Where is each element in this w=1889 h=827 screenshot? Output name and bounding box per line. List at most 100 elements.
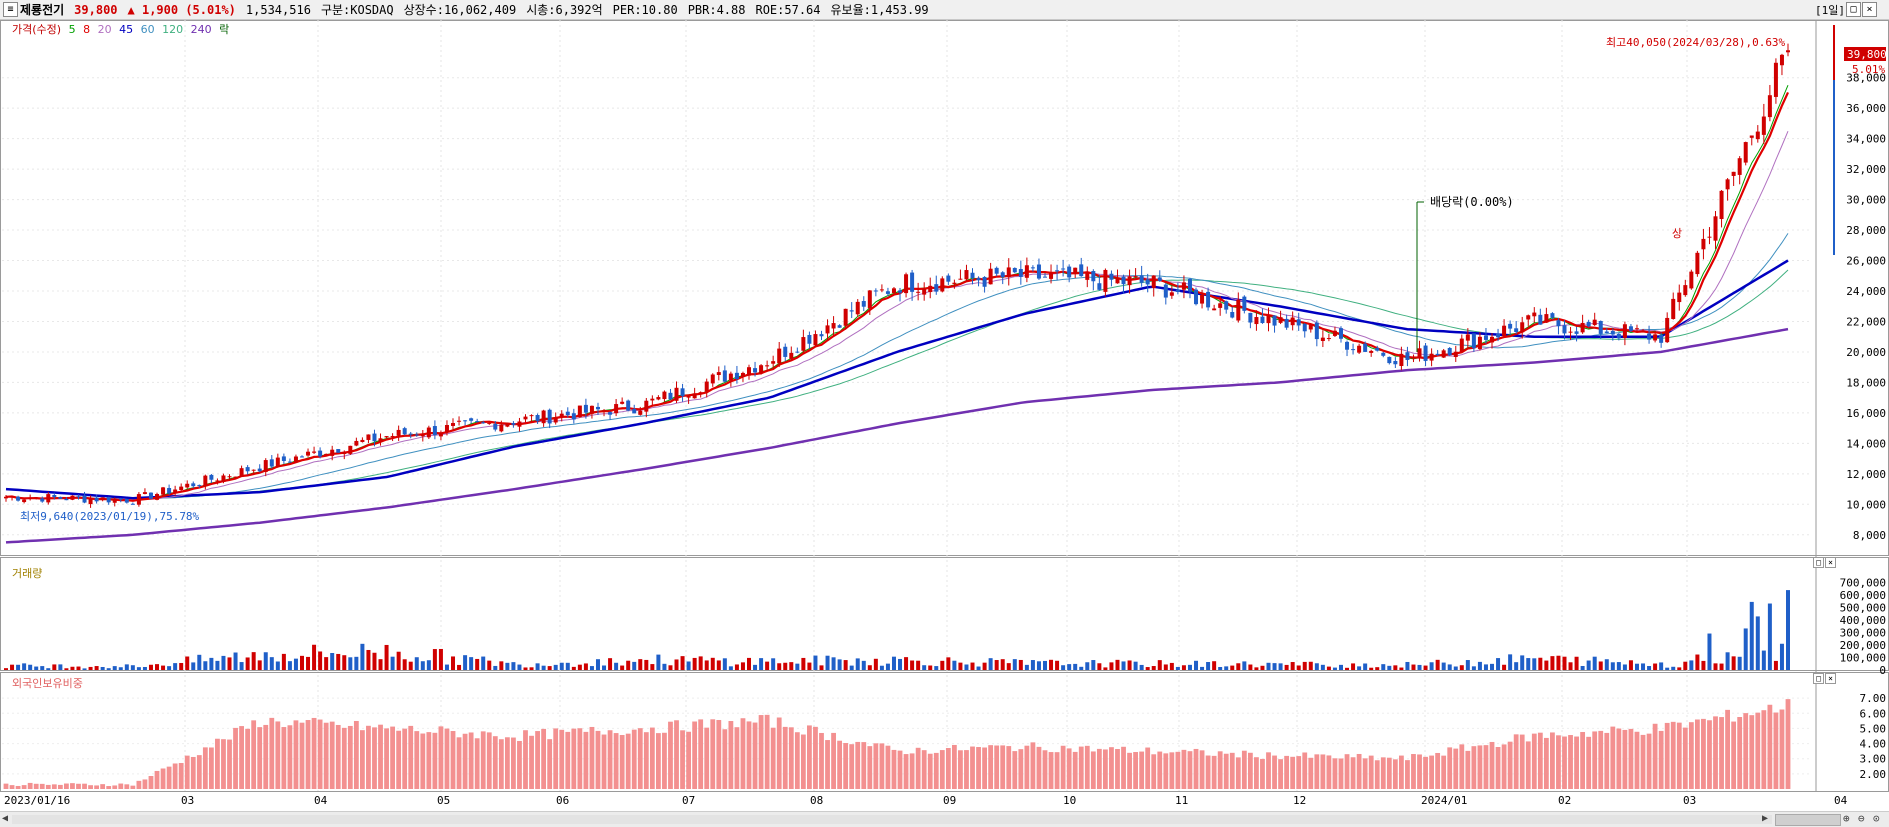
legend-ma240[interactable]: 240 (190, 23, 212, 36)
candle-body (354, 440, 359, 446)
pane-foreign-close-icon[interactable]: × (1825, 673, 1836, 684)
zoom-reset-icon[interactable]: ⊙ (1873, 812, 1880, 825)
foreign-ratio-bar (1459, 744, 1465, 789)
zoom-out-icon[interactable]: ⊖ (1858, 812, 1865, 825)
foreign-ratio-bar (698, 719, 704, 789)
volume-bar (1061, 665, 1066, 670)
candle-body (879, 289, 884, 291)
foreign-ratio-bar (450, 731, 456, 789)
volume-legend[interactable]: 거래량 (12, 567, 43, 580)
foreign-ratio-bar (281, 727, 287, 789)
chart-scrollbar[interactable]: ◀ ▶ ⊕ ⊖ ⊙ (0, 811, 1889, 827)
candle-body (650, 398, 655, 401)
foreign-ratio-bar (1501, 744, 1507, 789)
volume-bar (517, 664, 522, 670)
scroll-left-icon[interactable]: ◀ (2, 813, 9, 824)
volume-bar (831, 657, 836, 670)
legend-ma8[interactable]: 8 (83, 23, 91, 36)
foreign-ratio-bar (172, 763, 178, 789)
x-tick-label: 03 (1683, 794, 1696, 807)
pane-volume-close-icon[interactable]: × (1825, 557, 1836, 568)
volume-bar (1393, 665, 1398, 670)
volume-bar (390, 656, 395, 670)
foreign-ratio-bar (402, 728, 408, 789)
candle-body (299, 456, 304, 458)
foreign-ratio-bar (541, 728, 547, 789)
candle-body (167, 488, 172, 494)
volume-bar (1163, 664, 1168, 670)
volume-tick-label: 100,000 (1840, 652, 1886, 665)
foreign-ratio-bar (1127, 752, 1132, 789)
candle-body (1490, 336, 1495, 343)
close-icon[interactable]: × (1862, 2, 1877, 17)
volume-bar (740, 662, 745, 670)
volume-bar (1284, 664, 1289, 670)
volume-bar (922, 665, 927, 670)
pane-volume-maximize-icon[interactable]: □ (1813, 557, 1824, 568)
candle-body (1526, 315, 1531, 320)
foreign-ratio-bar (776, 717, 782, 789)
restore-icon[interactable]: □ (1846, 2, 1861, 17)
x-tick-label: 06 (556, 794, 569, 807)
volume-bar (414, 657, 419, 670)
foreign-ratio-bar (275, 721, 281, 789)
candle-body (632, 408, 637, 414)
foreign-ratio-bar (1205, 755, 1211, 789)
foreign-ratio-bar (1266, 752, 1271, 789)
volume-bar (753, 664, 758, 670)
candle-body (1236, 299, 1241, 321)
candle-body (910, 272, 915, 292)
candle-body (390, 435, 395, 437)
foreign-ratio-bar (1193, 748, 1199, 789)
foreign-ratio-bar (1513, 734, 1519, 789)
foreign-ratio-bar (680, 730, 685, 789)
volume-bar (807, 662, 812, 670)
foreign-ratio-bar (909, 753, 915, 789)
legend-ma20[interactable]: 20 (97, 23, 112, 36)
volume-bar (16, 664, 21, 670)
foreign-legend[interactable]: 외국인보유비중 (12, 677, 83, 690)
scroll-track[interactable] (12, 815, 1772, 824)
volume-bar (704, 660, 709, 670)
candle-body (1447, 348, 1452, 356)
candle-body (1157, 277, 1162, 281)
candle-body (523, 416, 528, 420)
candle-body (4, 496, 8, 499)
candle-body (475, 421, 480, 423)
pbr-value: PBR:4.88 (687, 2, 746, 17)
foreign-ratio-bar (1247, 752, 1253, 789)
candle-body (728, 373, 733, 381)
zoom-in-icon[interactable]: ⊕ (1843, 812, 1850, 825)
market-cap: 시총:6,392억 (526, 3, 603, 17)
candle-body (686, 396, 691, 398)
candle-body (1514, 328, 1519, 332)
legend-price[interactable]: 가격(수정) (12, 23, 62, 36)
list-icon[interactable]: ≡ (3, 2, 18, 17)
candle-body (1665, 317, 1670, 343)
volume-bar (233, 652, 238, 670)
pane-foreign-maximize-icon[interactable]: □ (1813, 673, 1824, 684)
volume-bar (759, 658, 764, 670)
volume-bar (167, 666, 172, 670)
legend-ma45[interactable]: 45 (119, 23, 134, 36)
legend-ma60[interactable]: 60 (140, 23, 155, 36)
legend-ma5[interactable]: 5 (68, 23, 76, 36)
candle-body (499, 424, 504, 432)
candle-body (414, 434, 419, 436)
candle-body (1121, 276, 1126, 285)
foreign-ratio-bar (1096, 748, 1102, 789)
foreign-ratio-bar (1386, 757, 1392, 789)
volume-bar (686, 661, 691, 670)
volume-bar (1320, 664, 1325, 670)
foreign-ratio-bar (1628, 728, 1634, 789)
period-selector[interactable]: [1일] (1815, 4, 1845, 17)
volume-bar (771, 658, 776, 670)
legend-ma120[interactable]: 120 (162, 23, 184, 36)
candle-body (1187, 278, 1192, 292)
stock-name[interactable]: 제룡전기 (20, 3, 65, 17)
legend-ex-dividend[interactable]: 락 (219, 23, 230, 36)
scroll-thumb[interactable] (1775, 814, 1841, 826)
foreign-ratio-bar (239, 726, 244, 789)
scroll-right-icon[interactable]: ▶ (1762, 813, 1769, 824)
